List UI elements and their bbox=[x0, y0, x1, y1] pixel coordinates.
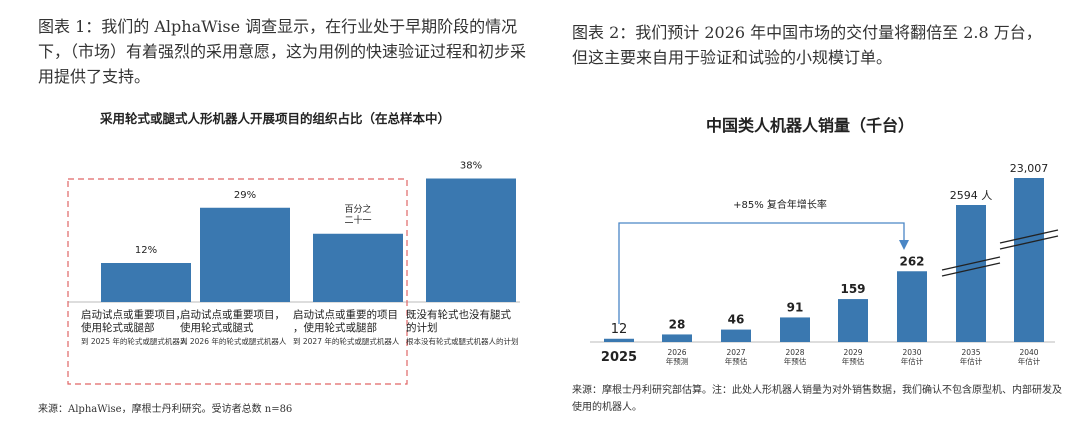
right-panel: 图表 2：我们预计 2026 年中国市场的交付量将翻倍至 2.8 万台，但这主要… bbox=[540, 0, 1080, 427]
chart2-category-label: 年预估 bbox=[725, 356, 748, 366]
chart2-bar bbox=[1014, 178, 1044, 342]
chart1-value-label: 29% bbox=[234, 190, 256, 201]
chart2-svg: 12 2025 28 2026 年预测 46 2027 年预估 91 2028 年预估 159 2… bbox=[590, 162, 1059, 366]
chart2-value-label: 262 bbox=[899, 254, 924, 268]
chart2-cagr-arrowhead bbox=[899, 240, 909, 250]
chart2-category-label: 年估计 bbox=[960, 356, 983, 366]
chart1-category-label: 启动试点或重要项目， bbox=[180, 308, 285, 321]
chart2-bar bbox=[838, 299, 868, 342]
chart1-bar bbox=[426, 178, 516, 302]
chart2-cagr-label: +85% 复合年增长率 bbox=[733, 198, 827, 211]
chart2-category-label: 年预估 bbox=[784, 356, 807, 366]
chart1-category-label: 的计划 bbox=[406, 321, 438, 334]
chart2-value-label: 2594 人 bbox=[950, 189, 993, 202]
chart2-source: 来源：摩根士丹利研究部估算。注：此处人形机器人销量为对外销售数据，我们确认不包含… bbox=[572, 385, 1062, 413]
left-panel: 图表 1：我们的 AlphaWise 调查显示，在行业处于早期阶段的情况下，（市… bbox=[38, 17, 527, 415]
chart1-highlight-box bbox=[67, 178, 408, 385]
chart1-category-sublabel: 到 2026 年的轮式或腿式机器人 bbox=[180, 336, 287, 346]
chart2-cagr-arrow bbox=[618, 222, 905, 324]
chart2-category-label: 2025 bbox=[601, 350, 637, 365]
chart1-category-label: 使用轮式或腿式 bbox=[180, 321, 254, 334]
chart1-value-label: 12% bbox=[135, 245, 157, 256]
chart2-axis-break bbox=[941, 262, 1001, 277]
chart2-value-label: 23,007 bbox=[1010, 162, 1049, 175]
chart1-category-label: ，使用轮式或腿部 bbox=[293, 321, 377, 334]
chart1-title: 采用轮式或腿式人形机器人开展项目的组织占比（在总样本中） bbox=[100, 111, 451, 126]
chart2-category-label: 2040 bbox=[1019, 348, 1038, 357]
chart1-category-label: 启动试点或重要项目， bbox=[81, 308, 186, 321]
chart1-category-sublabel: 根本没有轮式或腿式机器人的计划 bbox=[406, 336, 519, 346]
chart2-axis-break bbox=[941, 256, 1001, 271]
chart1-source: 来源：AlphaWise，摩根士丹利研究。受访者总数 n=86 bbox=[38, 404, 293, 415]
chart2-axis-break bbox=[999, 229, 1059, 244]
chart2-bar bbox=[604, 338, 634, 342]
chart2-value-label: 28 bbox=[669, 317, 686, 331]
chart2-bar bbox=[897, 271, 927, 342]
chart2-category-label: 2029 bbox=[843, 348, 862, 357]
chart2-bar bbox=[721, 329, 751, 342]
chart2-category-label: 2028 bbox=[785, 348, 804, 357]
chart1-value-label: 百分之 bbox=[344, 203, 371, 215]
chart2-category-label: 2035 bbox=[961, 348, 980, 357]
chart2-category-label: 年估计 bbox=[1018, 356, 1041, 366]
chart1-value-label: 二十一 bbox=[344, 214, 371, 226]
chart1-bar bbox=[200, 207, 290, 302]
chart2-title: 中国类人机器人销量（千台） bbox=[705, 116, 914, 135]
chart2-value-label: 12 bbox=[611, 322, 628, 337]
chart2-heading: 图表 2：我们预计 2026 年中国市场的交付量将翻倍至 2.8 万台，但这主要… bbox=[572, 23, 1042, 67]
chart2-value-label: 159 bbox=[840, 282, 865, 296]
chart2-bar bbox=[662, 334, 692, 342]
chart1-category-sublabel: 到 2027 年的轮式或腿式机器人 bbox=[293, 336, 400, 346]
chart2-category-label: 2026 bbox=[667, 348, 686, 357]
chart2-bar bbox=[956, 205, 986, 342]
chart1-bar bbox=[313, 233, 403, 302]
chart2-value-label: 46 bbox=[728, 313, 745, 327]
chart1-category-label: 使用轮式或腿部 bbox=[81, 321, 155, 334]
chart2-axis-break bbox=[999, 235, 1059, 250]
chart2-category-label: 2030 bbox=[902, 348, 921, 357]
chart2-category-label: 年预估 bbox=[842, 356, 865, 366]
chart1-category-sublabel: 到 2025 年的轮式或腿式机器人 bbox=[81, 336, 188, 346]
chart1-category-label: 启动试点或重要的项目 bbox=[293, 308, 398, 321]
chart1-value-label: 38% bbox=[460, 161, 482, 172]
chart2-value-label: 91 bbox=[787, 300, 804, 314]
chart1-category-label: 既没有轮式也没有腿式 bbox=[406, 308, 511, 321]
chart1-heading: 图表 1：我们的 AlphaWise 调查显示，在行业处于早期阶段的情况下，（市… bbox=[38, 17, 527, 86]
chart2-category-label: 2027 bbox=[726, 348, 745, 357]
chart1-bar bbox=[101, 263, 191, 302]
chart2-category-label: 年预测 bbox=[666, 356, 689, 366]
chart2-category-label: 年估计 bbox=[901, 356, 924, 366]
chart2-bar bbox=[780, 317, 810, 342]
